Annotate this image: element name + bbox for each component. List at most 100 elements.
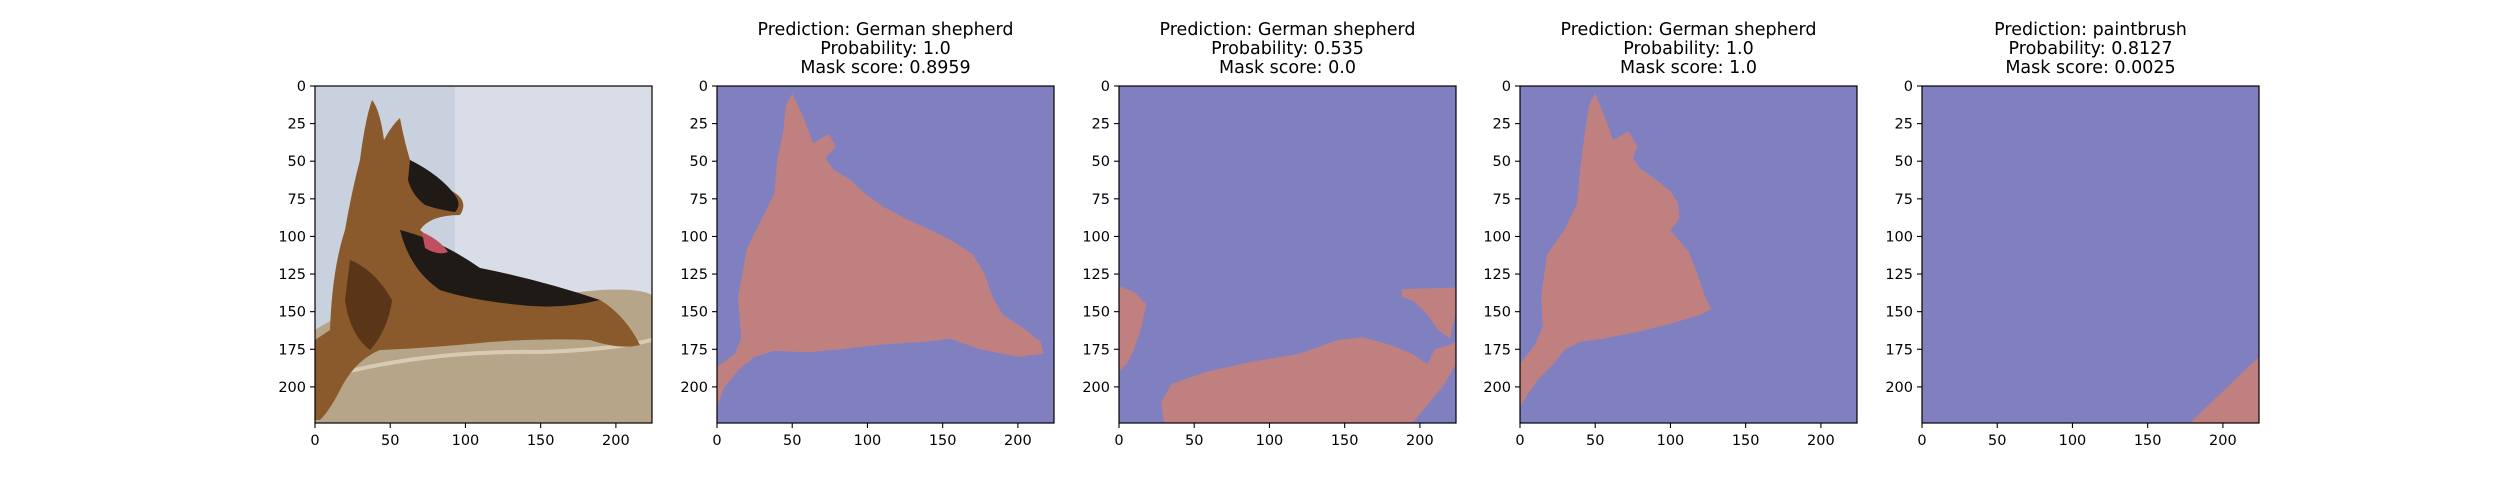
y-tick-label: 125	[1082, 267, 1110, 283]
y-tick-label: 25	[690, 117, 708, 133]
y-tick-label: 100	[278, 229, 306, 245]
panel-3-title-probability: Probability: 0.535	[1211, 39, 1364, 59]
x-tick-label: 0	[1917, 433, 1926, 449]
photo-content	[315, 86, 652, 423]
photo-dog-body	[315, 100, 640, 420]
mask-axes-frame	[716, 85, 1055, 424]
photo-axes-frame	[314, 85, 653, 424]
x-tick-label: 50	[1185, 433, 1203, 449]
x-tick-label: 50	[381, 433, 399, 449]
x-tick-label: 50	[1586, 433, 1604, 449]
x-tick-label: 50	[783, 433, 801, 449]
y-tick-label: 50	[1092, 154, 1110, 170]
panel-4-title-prediction: Prediction: German shepherd	[1561, 20, 1817, 40]
y-tick-label: 175	[1082, 342, 1110, 358]
x-tick-label: 100	[1657, 433, 1685, 449]
x-tick-label: 100	[2059, 433, 2087, 449]
x-tick-label: 150	[929, 433, 957, 449]
panel-3-mask: Prediction: German shepherd Probability:…	[1082, 20, 1457, 449]
mask-regions	[1119, 286, 1456, 423]
y-tick-label: 100	[680, 229, 708, 245]
mask-region	[2189, 356, 2259, 423]
y-tick-label: 200	[1082, 380, 1110, 396]
panel-4-title-probability: Probability: 1.0	[1623, 39, 1754, 59]
x-tick-label: 150	[1331, 433, 1359, 449]
y-tick-label: 150	[278, 305, 306, 321]
x-tick-label: 50	[1988, 433, 2006, 449]
y-tick-label: 50	[1895, 154, 1913, 170]
mask-ticks: 0 50 100 150 200 0 25 50 75 100 125 150 175 200	[1082, 79, 1433, 449]
y-tick-label: 175	[680, 342, 708, 358]
panel-2-title-probability: Probability: 1.0	[820, 39, 951, 59]
y-tick-label: 25	[1092, 117, 1110, 133]
x-tick-label: 0	[712, 433, 721, 449]
mask-region	[717, 93, 1044, 407]
y-tick-label: 75	[288, 192, 306, 208]
x-tick-label: 200	[1004, 433, 1032, 449]
x-tick-label: 150	[1732, 433, 1760, 449]
x-tick-label: 0	[1114, 433, 1123, 449]
x-tick-label: 200	[1406, 433, 1434, 449]
y-tick-label: 25	[288, 117, 306, 133]
panel-2-title-prediction: Prediction: German shepherd	[758, 20, 1014, 40]
photo-dog-muzzle	[408, 160, 459, 212]
y-tick-label: 0	[297, 79, 306, 95]
photo-dog-tongue	[422, 232, 448, 254]
panel-5-title-probability: Probability: 0.8127	[2009, 39, 2173, 59]
y-tick-label: 150	[1483, 305, 1511, 321]
x-tick-label: 0	[310, 433, 319, 449]
x-tick-label: 200	[602, 433, 630, 449]
x-tick-label: 100	[1256, 433, 1284, 449]
y-tick-label: 0	[1904, 79, 1913, 95]
y-tick-label: 175	[278, 342, 306, 358]
y-tick-label: 175	[1885, 342, 1913, 358]
photo-cushion-seam	[315, 338, 652, 382]
panel-2-mask: Prediction: German shepherd Probability:…	[680, 20, 1055, 449]
y-tick-label: 125	[1885, 267, 1913, 283]
x-tick-label: 150	[527, 433, 555, 449]
y-tick-label: 125	[278, 267, 306, 283]
y-tick-label: 75	[690, 192, 708, 208]
panel-4-mask: Prediction: German shepherd Probability:…	[1483, 20, 1858, 449]
mask-region-right	[1401, 287, 1456, 339]
mask-region-left	[1119, 286, 1147, 372]
y-tick-label: 0	[1502, 79, 1511, 95]
x-tick-label: 100	[452, 433, 480, 449]
panel-5-mask: Prediction: paintbrush Probability: 0.81…	[1885, 20, 2260, 449]
y-tick-label: 25	[1895, 117, 1913, 133]
y-tick-label: 100	[1483, 229, 1511, 245]
photo-dog-saddle	[400, 230, 600, 307]
y-tick-label: 200	[680, 380, 708, 396]
mask-ticks: 0 50 100 150 200 0 25 50 75 100 125 150 175 200	[1885, 79, 2236, 449]
mask-axes-frame	[1921, 85, 2260, 424]
y-tick-label: 0	[1101, 79, 1110, 95]
mask-ticks: 0 50 100 150 200 0 25 50 75 100 125 150 175 200	[1483, 79, 1834, 449]
mask-axes-frame	[1519, 85, 1858, 424]
mask-axes-frame	[1118, 85, 1457, 424]
y-tick-label: 50	[690, 154, 708, 170]
mask-background-region	[1922, 86, 2259, 423]
mask-regions	[717, 93, 1044, 407]
y-tick-label: 200	[278, 380, 306, 396]
mask-region-bottom	[1161, 337, 1456, 423]
y-tick-label: 100	[1082, 229, 1110, 245]
y-tick-label: 125	[1483, 267, 1511, 283]
x-tick-label: 0	[1515, 433, 1524, 449]
mask-regions	[1520, 93, 1712, 407]
y-tick-label: 150	[1082, 305, 1110, 321]
y-tick-label: 100	[1885, 229, 1913, 245]
mask-region	[1520, 93, 1712, 407]
y-tick-label: 0	[699, 79, 708, 95]
y-tick-label: 25	[1493, 117, 1511, 133]
y-tick-label: 200	[1885, 380, 1913, 396]
x-tick-label: 150	[2134, 433, 2162, 449]
x-tick-label: 200	[1807, 433, 1835, 449]
mask-regions	[2189, 356, 2259, 423]
photo-x-ticks: 0 50 100 150 200 0 25 50 75 100 125 150 175 200	[278, 79, 629, 449]
x-tick-label: 100	[854, 433, 882, 449]
panel-1-photo: 0 50 100 150 200 0 25 50 75 100 125 150 175 200	[278, 79, 653, 449]
panel-3-title-prediction: Prediction: German shepherd	[1160, 20, 1416, 40]
panel-4-title-mask-score: Mask score: 1.0	[1620, 58, 1757, 78]
y-tick-label: 75	[1493, 192, 1511, 208]
